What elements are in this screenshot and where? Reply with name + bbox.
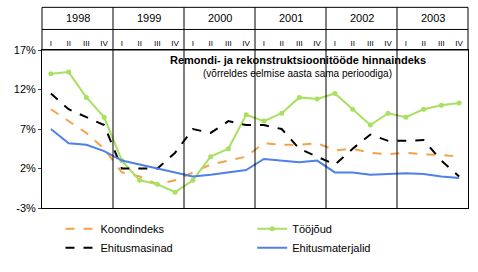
svg-text:I: I: [334, 39, 336, 48]
svg-text:III: III: [367, 39, 374, 48]
svg-text:I: I: [192, 39, 194, 48]
svg-text:IV: IV: [313, 39, 321, 48]
svg-text:III: III: [296, 39, 303, 48]
svg-text:2002: 2002: [350, 12, 374, 24]
svg-text:I: I: [263, 39, 265, 48]
svg-text:2%: 2%: [20, 162, 36, 174]
svg-text:II: II: [279, 39, 283, 48]
svg-text:III: III: [154, 39, 161, 48]
svg-text:III: III: [438, 39, 445, 48]
svg-text:IV: IV: [242, 39, 250, 48]
svg-text:IV: IV: [171, 39, 179, 48]
svg-text:Remondi- ja rekonstruktsioonit: Remondi- ja rekonstruktsioonitööde hinna…: [170, 54, 426, 66]
svg-text:(võrreldes eelmise aasta sama: (võrreldes eelmise aasta sama perioodiga…: [203, 68, 392, 79]
svg-text:1999: 1999: [137, 12, 161, 24]
svg-text:I: I: [405, 39, 407, 48]
svg-text:IV: IV: [455, 39, 463, 48]
svg-text:2003: 2003: [421, 12, 445, 24]
svg-text:12%: 12%: [14, 83, 36, 95]
svg-text:IV: IV: [100, 39, 108, 48]
svg-text:II: II: [421, 39, 425, 48]
svg-text:III: III: [83, 39, 90, 48]
svg-text:II: II: [208, 39, 212, 48]
svg-text:17%: 17%: [14, 44, 36, 56]
svg-text:7%: 7%: [20, 123, 36, 135]
svg-text:II: II: [350, 39, 354, 48]
svg-text:IV: IV: [384, 39, 392, 48]
svg-text:Koondindeks: Koondindeks: [101, 223, 165, 235]
svg-text:Tööjõud: Tööjõud: [292, 223, 332, 235]
svg-text:II: II: [137, 39, 141, 48]
svg-text:1998: 1998: [66, 12, 90, 24]
svg-text:II: II: [66, 39, 70, 48]
svg-text:I: I: [121, 39, 123, 48]
svg-text:-3%: -3%: [16, 202, 36, 214]
svg-text:III: III: [225, 39, 232, 48]
svg-text:Ehitusmasinad: Ehitusmasinad: [101, 242, 173, 254]
svg-text:2000: 2000: [208, 12, 232, 24]
svg-text:Ehitusmaterjalid: Ehitusmaterjalid: [292, 242, 370, 254]
svg-text:I: I: [50, 39, 52, 48]
svg-text:2001: 2001: [279, 12, 303, 24]
